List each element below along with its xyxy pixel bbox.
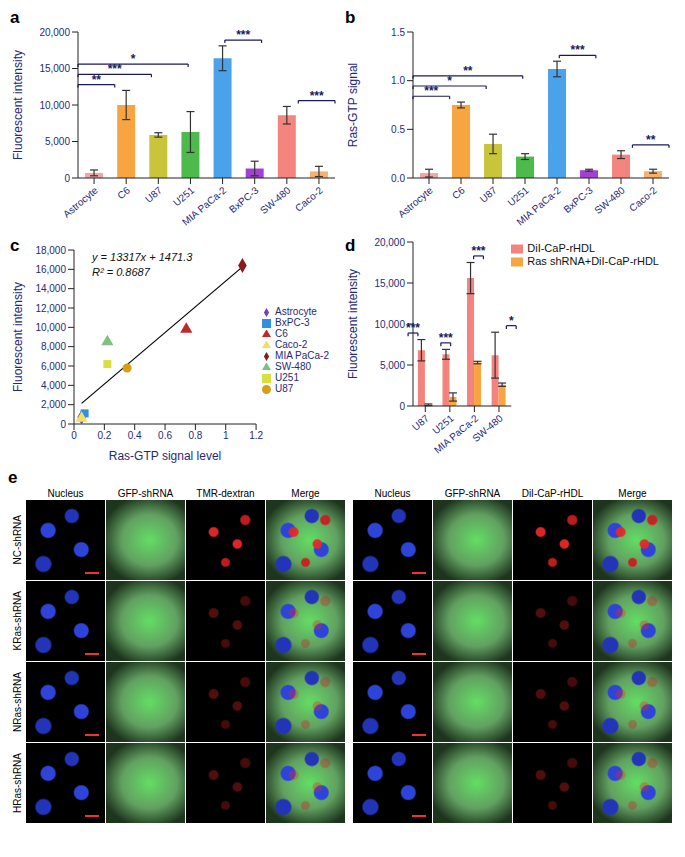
svg-text:0: 0 — [71, 430, 77, 441]
html-text:BxPC-3: BxPC-3 — [275, 317, 310, 328]
svg-text:***: *** — [236, 28, 250, 42]
svg-text:Fluorescent intensity: Fluorescent intensity — [346, 269, 360, 379]
svg-text:*: * — [447, 74, 452, 88]
html-text:NRas-shRNA: NRas-shRNA — [11, 672, 23, 732]
svg-text:0.0: 0.0 — [391, 173, 405, 184]
svg-text:BxPC-3: BxPC-3 — [561, 184, 595, 215]
svg-text:SW-480: SW-480 — [592, 184, 627, 216]
svg-text:Fluorescent intensity: Fluorescent intensity — [11, 50, 25, 160]
svg-text:C6: C6 — [450, 184, 467, 201]
svg-text:1.5: 1.5 — [391, 27, 405, 38]
svg-text:SW-480: SW-480 — [258, 184, 293, 216]
html-text:MIA PaCa-2: MIA PaCa-2 — [275, 350, 329, 361]
svg-text:16,000: 16,000 — [35, 264, 66, 275]
svg-text:0: 0 — [64, 173, 70, 184]
svg-text:10,000: 10,000 — [39, 100, 70, 111]
html-text:Nucleus: Nucleus — [47, 488, 84, 499]
html-text:e: e — [8, 468, 18, 487]
svg-text:18,000: 18,000 — [35, 245, 66, 256]
html-text:HRas-shRNA: HRas-shRNA — [11, 753, 23, 813]
svg-text:Astrocyte: Astrocyte — [396, 184, 435, 219]
svg-text:15,000: 15,000 — [39, 63, 70, 74]
svg-text:U87: U87 — [143, 184, 164, 205]
svg-text:Caco-2: Caco-2 — [293, 184, 325, 213]
svg-text:***: *** — [310, 89, 324, 103]
html-text:GFP-shRNA: GFP-shRNA — [444, 488, 501, 499]
svg-text:20,000: 20,000 — [374, 237, 405, 248]
svg-text:U251: U251 — [505, 184, 531, 208]
html-text:Nucleus: Nucleus — [374, 488, 411, 499]
html-text:Astrocyte: Astrocyte — [275, 306, 317, 317]
svg-text:Ras-GTP signal: Ras-GTP signal — [346, 63, 360, 147]
svg-text:0: 0 — [60, 419, 66, 430]
svg-text:***: *** — [472, 244, 486, 258]
html-text:y = 13317x + 1471.3: y = 13317x + 1471.3 — [92, 251, 193, 263]
svg-text:Ras-GTP signal level: Ras-GTP signal level — [109, 449, 222, 463]
svg-text:Fluorescent intensity: Fluorescent intensity — [11, 282, 25, 392]
svg-text:15,000: 15,000 — [374, 278, 405, 289]
svg-text:***: *** — [406, 321, 420, 335]
svg-text:10,000: 10,000 — [35, 322, 66, 333]
html-text:SW-480: SW-480 — [275, 361, 311, 372]
html-text:b: b — [345, 8, 356, 27]
svg-text:10,000: 10,000 — [374, 319, 405, 330]
svg-text:SW-480: SW-480 — [470, 412, 505, 444]
html-text:DiI-CaP-rHDL: DiI-CaP-rHDL — [521, 488, 584, 499]
html-text:NC-shRNA: NC-shRNA — [11, 515, 23, 565]
svg-text:0.8: 0.8 — [188, 430, 202, 441]
svg-text:***: *** — [571, 43, 585, 57]
svg-text:U87: U87 — [410, 412, 431, 433]
html-text:KRas-shRNA: KRas-shRNA — [11, 591, 23, 651]
html-text:GFP-shRNA: GFP-shRNA — [117, 488, 174, 499]
svg-text:U87: U87 — [478, 184, 499, 205]
html-text:Ras shRNA+DiI-CaP-rHDL: Ras shRNA+DiI-CaP-rHDL — [527, 255, 659, 268]
svg-text:8,000: 8,000 — [41, 341, 66, 352]
svg-text:0.2: 0.2 — [97, 430, 111, 441]
svg-text:1.0: 1.0 — [391, 75, 405, 86]
html-text:Merge: Merge — [618, 488, 647, 499]
svg-text:**: ** — [92, 73, 102, 87]
svg-text:U251: U251 — [171, 184, 197, 208]
svg-text:**: ** — [646, 133, 656, 147]
html-text:R² = 0.8687: R² = 0.8687 — [92, 266, 150, 278]
html-text:TMR-dextran: TMR-dextran — [196, 488, 255, 499]
svg-text:C6: C6 — [115, 184, 132, 201]
svg-text:**: ** — [463, 64, 473, 78]
svg-text:5,000: 5,000 — [380, 360, 405, 371]
svg-text:MIA PaCa-2: MIA PaCa-2 — [514, 184, 563, 227]
svg-text:6,000: 6,000 — [41, 361, 66, 372]
html-text:DiI-CaP-rHDL: DiI-CaP-rHDL — [527, 242, 596, 254]
svg-text:0: 0 — [399, 401, 405, 412]
svg-text:***: *** — [439, 331, 453, 345]
svg-text:***: *** — [108, 62, 122, 76]
svg-text:0.4: 0.4 — [128, 430, 142, 441]
svg-text:4,000: 4,000 — [41, 380, 66, 391]
svg-text:1.2: 1.2 — [249, 430, 263, 441]
svg-text:Astrocyte: Astrocyte — [61, 184, 100, 219]
svg-text:12,000: 12,000 — [35, 303, 66, 314]
svg-text:MIA PaCa-2: MIA PaCa-2 — [180, 184, 229, 227]
svg-text:***: *** — [424, 84, 438, 98]
html-text:U251: U251 — [275, 372, 299, 383]
svg-text:MIA PaCa-2: MIA PaCa-2 — [431, 412, 481, 456]
svg-text:0.6: 0.6 — [158, 430, 172, 441]
svg-text:2,000: 2,000 — [41, 399, 66, 410]
svg-text:1: 1 — [223, 430, 229, 441]
svg-text:U251: U251 — [430, 412, 456, 437]
html-text:a: a — [10, 8, 20, 27]
html-text:Merge: Merge — [291, 488, 320, 499]
html-text:c: c — [10, 236, 20, 255]
svg-text:14,000: 14,000 — [35, 283, 66, 294]
svg-text:*: * — [131, 52, 136, 66]
svg-text:BxPC-3: BxPC-3 — [227, 184, 261, 215]
svg-text:0.5: 0.5 — [391, 124, 405, 135]
svg-text:20,000: 20,000 — [39, 27, 70, 38]
svg-text:*: * — [509, 314, 514, 328]
svg-text:5,000: 5,000 — [45, 136, 70, 147]
html-text:C6: C6 — [275, 328, 288, 339]
html-text:Caco-2: Caco-2 — [275, 339, 308, 350]
html-text:d: d — [345, 236, 356, 255]
html-text:U87: U87 — [275, 383, 294, 394]
svg-text:Caco-2: Caco-2 — [627, 184, 659, 213]
